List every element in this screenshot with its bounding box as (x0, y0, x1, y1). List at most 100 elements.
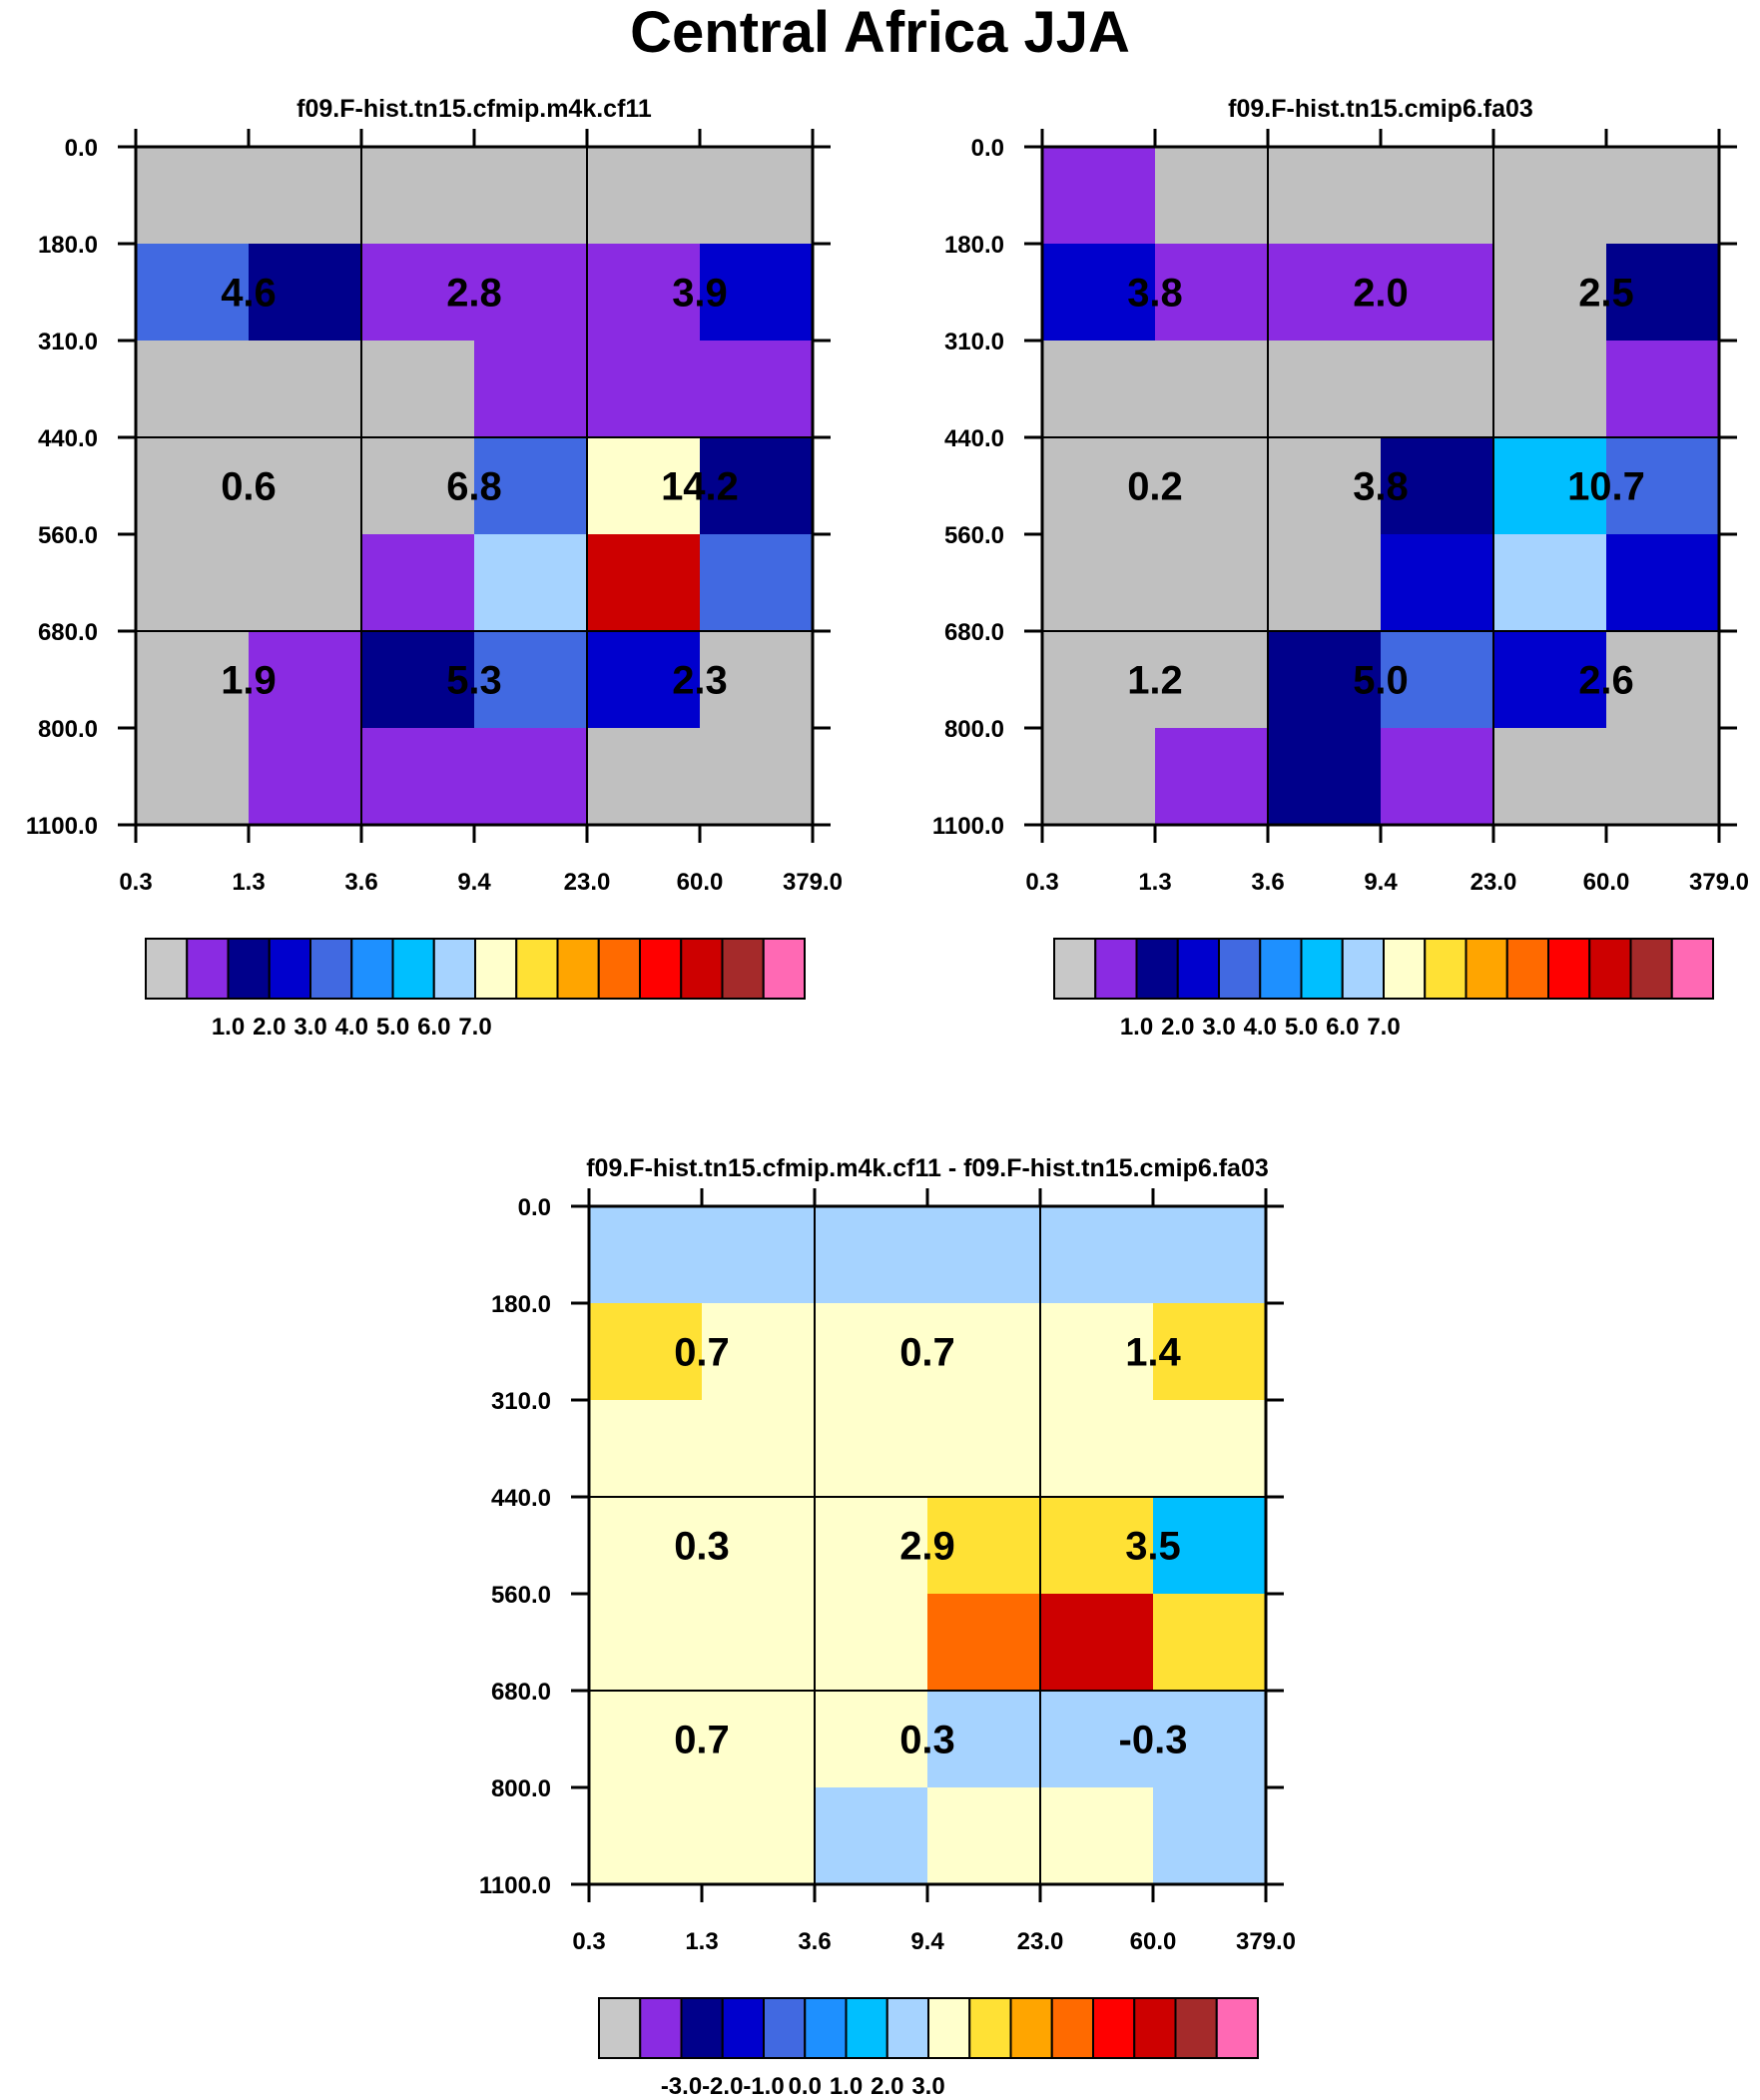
heatmap-cell (927, 1691, 1041, 1788)
colorbar-label: 4.0 (335, 1014, 368, 1041)
heatmap-cell (1040, 1787, 1154, 1885)
heatmap-cell (1268, 244, 1382, 342)
colorbar-swatch (432, 938, 476, 1000)
colorbar-swatch (227, 938, 271, 1000)
x-tick-label: 3.6 (1251, 869, 1284, 896)
box-value-label: 3.8 (1127, 272, 1183, 316)
box-value-label: 0.7 (674, 1331, 730, 1375)
x-tick-label: 23.0 (1017, 1928, 1064, 1955)
box-value-label: 2.9 (899, 1525, 955, 1569)
heatmap-cell (1155, 147, 1269, 245)
y-tick-label: 0.0 (65, 135, 98, 162)
heatmap-cell (136, 728, 250, 826)
heatmap-cell (1606, 728, 1720, 826)
colorbar-label: 1.0 (1120, 1014, 1153, 1041)
heatmap-cell (1042, 341, 1156, 438)
heatmap-cell (249, 244, 362, 342)
heatmap-cell (589, 1787, 703, 1885)
heatmap-cell (249, 341, 362, 438)
panel-title: f09.F-hist.tn15.cfmip.m4k.cf11 - f09.F-h… (586, 1154, 1269, 1182)
heatmap-cell (587, 341, 701, 438)
heatmap-cell (1493, 341, 1607, 438)
heatmap-cell (474, 437, 588, 535)
heatmap-cell (927, 1497, 1041, 1595)
heatmap-cell (249, 728, 362, 826)
heatmap-cell (815, 1303, 928, 1401)
heatmap-cell (1606, 631, 1720, 729)
heatmap-cell (1268, 341, 1382, 438)
heatmap-cell (815, 1206, 928, 1304)
heatmap-cell (136, 341, 250, 438)
heatmap-cell (1042, 147, 1156, 245)
x-tick-label: 60.0 (1130, 1928, 1177, 1955)
colorbar-label: 3.0 (293, 1014, 326, 1041)
heatmap-cell (1268, 437, 1382, 535)
heatmap-cell (1153, 1787, 1267, 1885)
heatmap-cell (700, 244, 814, 342)
heatmap-cell (1155, 728, 1269, 826)
heatmap-cell (927, 1206, 1041, 1304)
x-tick-label: 0.3 (572, 1928, 605, 1955)
colorbar-label: 1.0 (830, 2073, 863, 2100)
colorbar-swatch (1505, 938, 1549, 1000)
heatmap-cell (1493, 437, 1607, 535)
y-tick-label: 310.0 (491, 1388, 551, 1415)
heatmap-cell (361, 631, 475, 729)
heatmap-cell (1040, 1303, 1154, 1401)
heatmap-cell (589, 1497, 703, 1595)
heatmap-cell (700, 147, 814, 245)
box-value-label: 0.6 (221, 465, 277, 509)
heatmap-cell (474, 728, 588, 826)
heatmap-cell (249, 631, 362, 729)
colorbar-swatch (598, 1997, 642, 2059)
panel-title: f09.F-hist.tn15.cfmip.m4k.cf11 (296, 95, 652, 123)
x-tick-label: 60.0 (1583, 869, 1630, 896)
colorbar-swatch (145, 938, 189, 1000)
x-tick-label: 9.4 (1364, 869, 1398, 896)
heatmap-cell (815, 1594, 928, 1692)
heatmap-cell (1493, 631, 1607, 729)
box-value-label: 2.0 (1353, 272, 1409, 316)
heatmap-panel-2: f09.F-hist.tn15.cmip6.fa03 0.3 1.3 3.6 9.4 23… (932, 95, 1749, 1041)
y-tick-label: 800.0 (491, 1775, 551, 1802)
heatmap-cell (136, 147, 250, 245)
heatmap-cell (136, 534, 250, 632)
heatmap-cell (702, 1497, 816, 1595)
heatmap-cell (587, 147, 701, 245)
colorbar-label: 2.0 (871, 2073, 903, 2100)
heatmap-cell (702, 1594, 816, 1692)
y-tick-label: 560.0 (944, 522, 1004, 549)
heatmap-cell (361, 728, 475, 826)
box-value-label: 0.3 (674, 1525, 730, 1569)
y-tick-label: 1100.0 (26, 813, 98, 840)
colorbar-swatch (309, 938, 353, 1000)
heatmap-cell (1268, 728, 1382, 826)
heatmap-cell (587, 728, 701, 826)
heatmap-cell (474, 631, 588, 729)
heatmap-cell (1493, 244, 1607, 342)
box-value-label: 10.7 (1567, 465, 1645, 509)
heatmap-cell (1606, 534, 1720, 632)
colorbar-swatch (1094, 938, 1138, 1000)
heatmap-cell (1042, 244, 1156, 342)
colorbar-swatch (1465, 938, 1508, 1000)
y-tick-label: 680.0 (491, 1679, 551, 1706)
colorbar: 1.0 2.0 3.0 4.0 5.0 6.0 7.0 (1053, 938, 1714, 1041)
x-tick-label: 23.0 (1470, 869, 1517, 896)
heatmap-cell (589, 1400, 703, 1498)
colorbar-swatch (1588, 938, 1632, 1000)
colorbar-swatch (721, 1997, 765, 2059)
colorbar-swatch (350, 938, 394, 1000)
x-tick-label: 1.3 (1138, 869, 1171, 896)
colorbar-swatch (1300, 938, 1344, 1000)
colorbar: -3.0 -2.0 -1.0 0.0 1.0 2.0 3.0 (598, 1997, 1259, 2100)
x-tick-label: 379.0 (783, 869, 843, 896)
colorbar-swatch (804, 1997, 848, 2059)
colorbar-swatch (639, 938, 683, 1000)
box-value-label: 2.6 (1578, 659, 1634, 703)
x-tick-label: 9.4 (910, 1928, 944, 1955)
heatmap-cell (361, 341, 475, 438)
colorbar-label: 0.0 (789, 2073, 822, 2100)
heatmap-cell (474, 244, 588, 342)
colorbar-swatch (762, 938, 806, 1000)
